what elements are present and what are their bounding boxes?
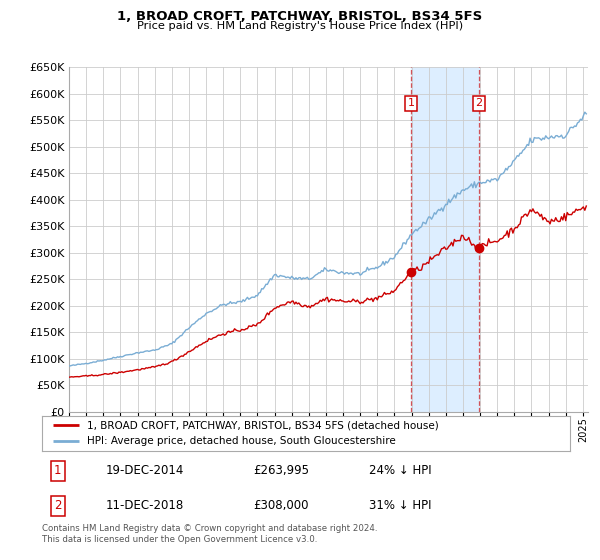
Text: 1, BROAD CROFT, PATCHWAY, BRISTOL, BS34 5FS: 1, BROAD CROFT, PATCHWAY, BRISTOL, BS34 … (118, 10, 482, 23)
Text: 31% ↓ HPI: 31% ↓ HPI (370, 500, 432, 512)
Text: 2: 2 (475, 99, 482, 109)
Bar (411, 67, 479, 412)
Text: 1, BROAD CROFT, PATCHWAY, BRISTOL, BS34 5FS (detached house): 1, BROAD CROFT, PATCHWAY, BRISTOL, BS34 … (87, 421, 439, 431)
Text: 1: 1 (54, 464, 62, 477)
Text: 19-DEC-2014: 19-DEC-2014 (106, 464, 184, 477)
Text: 11-DEC-2018: 11-DEC-2018 (106, 500, 184, 512)
Text: 2: 2 (54, 500, 62, 512)
Text: £308,000: £308,000 (253, 500, 309, 512)
Text: 1: 1 (407, 99, 415, 109)
Text: Contains HM Land Registry data © Crown copyright and database right 2024.
This d: Contains HM Land Registry data © Crown c… (42, 524, 377, 544)
Text: Price paid vs. HM Land Registry's House Price Index (HPI): Price paid vs. HM Land Registry's House … (137, 21, 463, 31)
Text: HPI: Average price, detached house, South Gloucestershire: HPI: Average price, detached house, Sout… (87, 436, 395, 446)
Text: £263,995: £263,995 (253, 464, 309, 477)
Text: 24% ↓ HPI: 24% ↓ HPI (370, 464, 432, 477)
